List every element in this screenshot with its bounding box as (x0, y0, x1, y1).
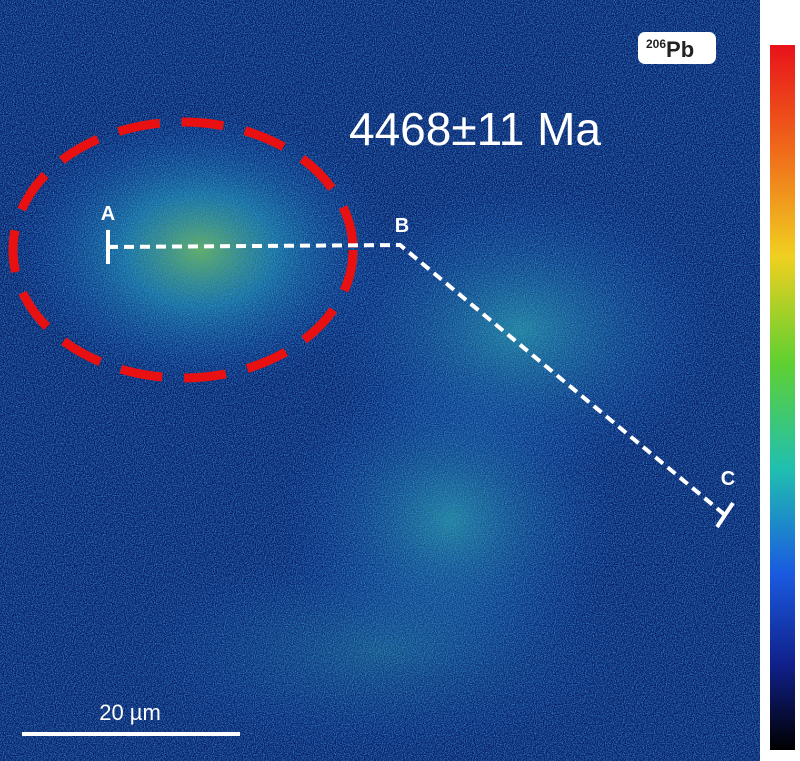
age-label: 4468±11 Ma (349, 103, 601, 155)
point-label: B (395, 215, 409, 237)
point-label: C (721, 468, 735, 490)
isotope-mass: 206 (646, 37, 666, 51)
isotope-box (638, 32, 716, 64)
isotope-element: Pb (666, 37, 694, 62)
profile-end-tick (715, 501, 735, 529)
highlight-ellipse (8, 117, 358, 383)
color-bar (770, 45, 795, 750)
profile-line (107, 242, 727, 517)
scale-bar-label: 20 µm (99, 700, 161, 725)
isotope-label: 206Pb (646, 37, 694, 62)
point-label: A (101, 203, 115, 225)
